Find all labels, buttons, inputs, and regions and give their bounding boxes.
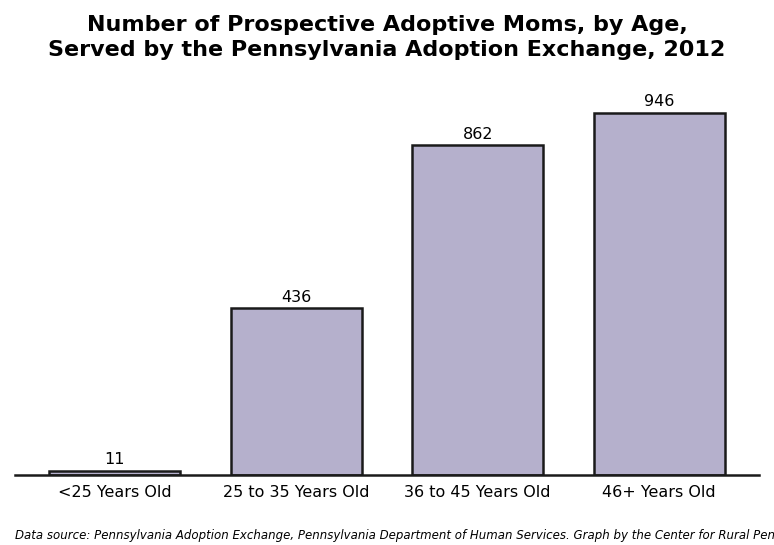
Bar bbox=[594, 113, 724, 475]
Bar bbox=[50, 471, 180, 475]
Text: Data source: Pennsylvania Adoption Exchange, Pennsylvania Department of Human Se: Data source: Pennsylvania Adoption Excha… bbox=[15, 529, 774, 542]
Title: Number of Prospective Adoptive Moms, by Age,
Served by the Pennsylvania Adoption: Number of Prospective Adoptive Moms, by … bbox=[48, 15, 726, 60]
Bar bbox=[231, 308, 361, 475]
Text: 862: 862 bbox=[463, 126, 493, 142]
Bar bbox=[413, 146, 543, 475]
Text: 11: 11 bbox=[104, 452, 125, 467]
Text: 436: 436 bbox=[281, 289, 311, 305]
Text: 946: 946 bbox=[644, 94, 674, 110]
